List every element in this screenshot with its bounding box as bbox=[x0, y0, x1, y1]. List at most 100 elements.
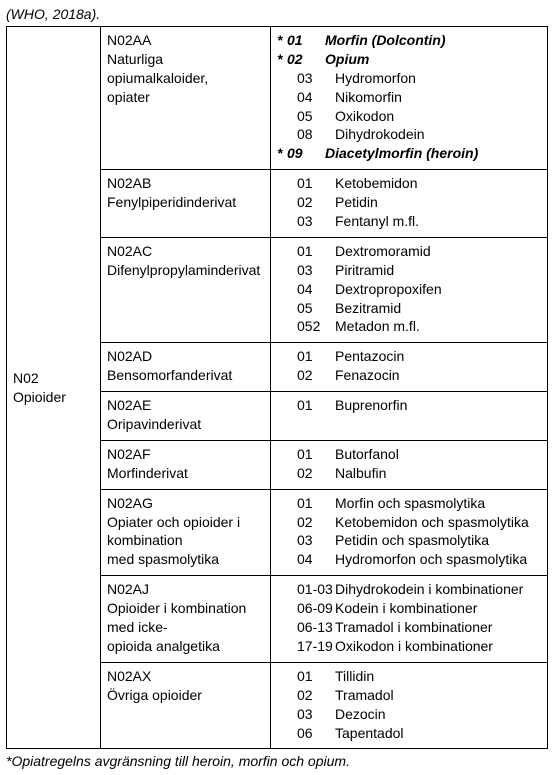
substance-code: 06 bbox=[287, 724, 335, 743]
bottom-caption: *Opiatregelns avgränsning till heroin, m… bbox=[6, 753, 548, 769]
table-row: N02ADBensomorfanderivat01Pentazocin02Fen… bbox=[101, 342, 547, 391]
star-marker bbox=[277, 299, 287, 318]
subgroup-left: N02ABFenylpiperidinderivat bbox=[101, 170, 271, 237]
substance-item: 08Dihydrokodein bbox=[277, 125, 541, 144]
subgroup-code: N02AD bbox=[107, 347, 264, 366]
table-row: N02ACDifenylpropylaminderivat01Dextromor… bbox=[101, 237, 547, 342]
subgroup-desc-line: Naturliga opiumalkaloider, bbox=[107, 50, 264, 88]
substance-name: Petidin och spasmolytika bbox=[335, 531, 489, 550]
substance-name: Fentanyl m.fl. bbox=[335, 212, 419, 231]
subgroup-left: N02AANaturliga opiumalkaloider,opiater bbox=[101, 27, 271, 169]
substance-name: Oxikodon bbox=[335, 107, 394, 126]
substance-name: Tramadol bbox=[335, 686, 394, 705]
star-marker bbox=[277, 88, 287, 107]
star-marker bbox=[277, 193, 287, 212]
substance-name: Diacetylmorfin (heroin) bbox=[325, 144, 478, 163]
substance-item: 01Morfin och spasmolytika bbox=[277, 494, 541, 513]
subgroup-desc-line: Opioider i kombination bbox=[107, 599, 264, 618]
group-code: N02 bbox=[13, 369, 94, 388]
substance-item: 02Tramadol bbox=[277, 686, 541, 705]
substance-name: Oxikodon i kombinationer bbox=[335, 637, 493, 656]
star-marker bbox=[277, 599, 287, 618]
substance-code: 02 bbox=[287, 686, 335, 705]
substance-code: 01 bbox=[287, 445, 335, 464]
subgroup-code: N02AX bbox=[107, 667, 264, 686]
substance-name: Dextropropoxifen bbox=[335, 280, 442, 299]
subgroup-left: N02AJOpioider i kombinationmed icke-opio… bbox=[101, 576, 271, 662]
subgroup-code: N02AF bbox=[107, 445, 264, 464]
substance-item: 02Nalbufin bbox=[277, 464, 541, 483]
table-row: N02AGOpiater och opioider ikombinationme… bbox=[101, 489, 547, 576]
subgroup-left: N02ACDifenylpropylaminderivat bbox=[101, 238, 271, 342]
substance-item: 01Buprenorfin bbox=[277, 396, 541, 415]
top-caption: (WHO, 2018a). bbox=[6, 6, 548, 22]
star-marker bbox=[277, 494, 287, 513]
substance-code: 052 bbox=[287, 317, 335, 336]
subgroup-desc-line: Övriga opioider bbox=[107, 686, 264, 705]
substance-code: 04 bbox=[287, 550, 335, 569]
substance-code: 01 bbox=[287, 31, 325, 50]
subgroup-desc-line: kombination bbox=[107, 531, 264, 550]
subgroup-desc-line: Morfinderivat bbox=[107, 464, 264, 483]
subgroup-right: 01Dextromoramid03Piritramid04Dextropropo… bbox=[271, 238, 547, 342]
substance-code: 01 bbox=[287, 347, 335, 366]
star-marker bbox=[277, 396, 287, 415]
star-marker bbox=[277, 366, 287, 385]
star-marker bbox=[277, 667, 287, 686]
substance-item: 02Petidin bbox=[277, 193, 541, 212]
subgroup-column: N02AANaturliga opiumalkaloider,opiater*0… bbox=[101, 27, 547, 748]
substance-code: 03 bbox=[287, 69, 335, 88]
star-marker bbox=[277, 317, 287, 336]
subgroup-right: 01Morfin och spasmolytika02Ketobemidon o… bbox=[271, 490, 547, 576]
star-marker bbox=[277, 637, 287, 656]
substance-item: 02Fenazocin bbox=[277, 366, 541, 385]
subgroup-right: 01Ketobemidon02Petidin03Fentanyl m.fl. bbox=[271, 170, 547, 237]
subgroup-desc-line: Difenylpropylaminderivat bbox=[107, 261, 264, 280]
star-marker bbox=[277, 107, 287, 126]
substance-name: Dezocin bbox=[335, 705, 386, 724]
subgroup-code: N02AB bbox=[107, 174, 264, 193]
subgroup-right: 01Butorfanol02Nalbufin bbox=[271, 441, 547, 489]
substance-name: Ketobemidon bbox=[335, 174, 418, 193]
substance-name: Hydromorfon bbox=[335, 69, 416, 88]
substance-name: Dihydrokodein i kombinationer bbox=[335, 580, 523, 599]
substance-name: Nalbufin bbox=[335, 464, 386, 483]
subgroup-left: N02AEOripavinderivat bbox=[101, 392, 271, 440]
table-row: N02AANaturliga opiumalkaloider,opiater*0… bbox=[101, 27, 547, 169]
subgroup-right: *01Morfin (Dolcontin)*02Opium03Hydromorf… bbox=[271, 27, 547, 169]
substance-code: 05 bbox=[287, 299, 335, 318]
substance-name: Tramadol i kombinationer bbox=[335, 618, 492, 637]
star-marker bbox=[277, 618, 287, 637]
substance-item: 05Bezitramid bbox=[277, 299, 541, 318]
substance-name: Tapentadol bbox=[335, 724, 404, 743]
substance-item: 03Dezocin bbox=[277, 705, 541, 724]
substance-item: 052Metadon m.fl. bbox=[277, 317, 541, 336]
classification-table: N02 Opioider N02AANaturliga opiumalkaloi… bbox=[6, 26, 548, 749]
substance-code: 02 bbox=[287, 464, 335, 483]
substance-item: 01-03Dihydrokodein i kombinationer bbox=[277, 580, 541, 599]
subgroup-code: N02AG bbox=[107, 494, 264, 513]
substance-name: Metadon m.fl. bbox=[335, 317, 420, 336]
substance-name: Morfin och spasmolytika bbox=[335, 494, 485, 513]
star-marker: * bbox=[277, 31, 287, 50]
table-row: N02AXÖvriga opioider01Tillidin02Tramadol… bbox=[101, 662, 547, 749]
star-marker bbox=[277, 212, 287, 231]
star-marker: * bbox=[277, 144, 287, 163]
substance-name: Fenazocin bbox=[335, 366, 400, 385]
subgroup-desc-line: Opiater och opioider i bbox=[107, 513, 264, 532]
subgroup-desc-line: Bensomorfanderivat bbox=[107, 366, 264, 385]
substance-item: 01Butorfanol bbox=[277, 445, 541, 464]
substance-name: Buprenorfin bbox=[335, 396, 407, 415]
substance-name: Nikomorfin bbox=[335, 88, 402, 107]
substance-code: 01 bbox=[287, 396, 335, 415]
star-marker bbox=[277, 513, 287, 532]
star-marker bbox=[277, 724, 287, 743]
group-column: N02 Opioider bbox=[7, 27, 101, 748]
substance-name: Ketobemidon och spasmolytika bbox=[335, 513, 529, 532]
substance-item: 17-19Oxikodon i kombinationer bbox=[277, 637, 541, 656]
substance-name: Kodein i kombinationer bbox=[335, 599, 477, 618]
substance-code: 06-09 bbox=[287, 599, 335, 618]
substance-item: 02Ketobemidon och spasmolytika bbox=[277, 513, 541, 532]
group-label: Opioider bbox=[13, 388, 94, 407]
substance-item: 03Hydromorfon bbox=[277, 69, 541, 88]
